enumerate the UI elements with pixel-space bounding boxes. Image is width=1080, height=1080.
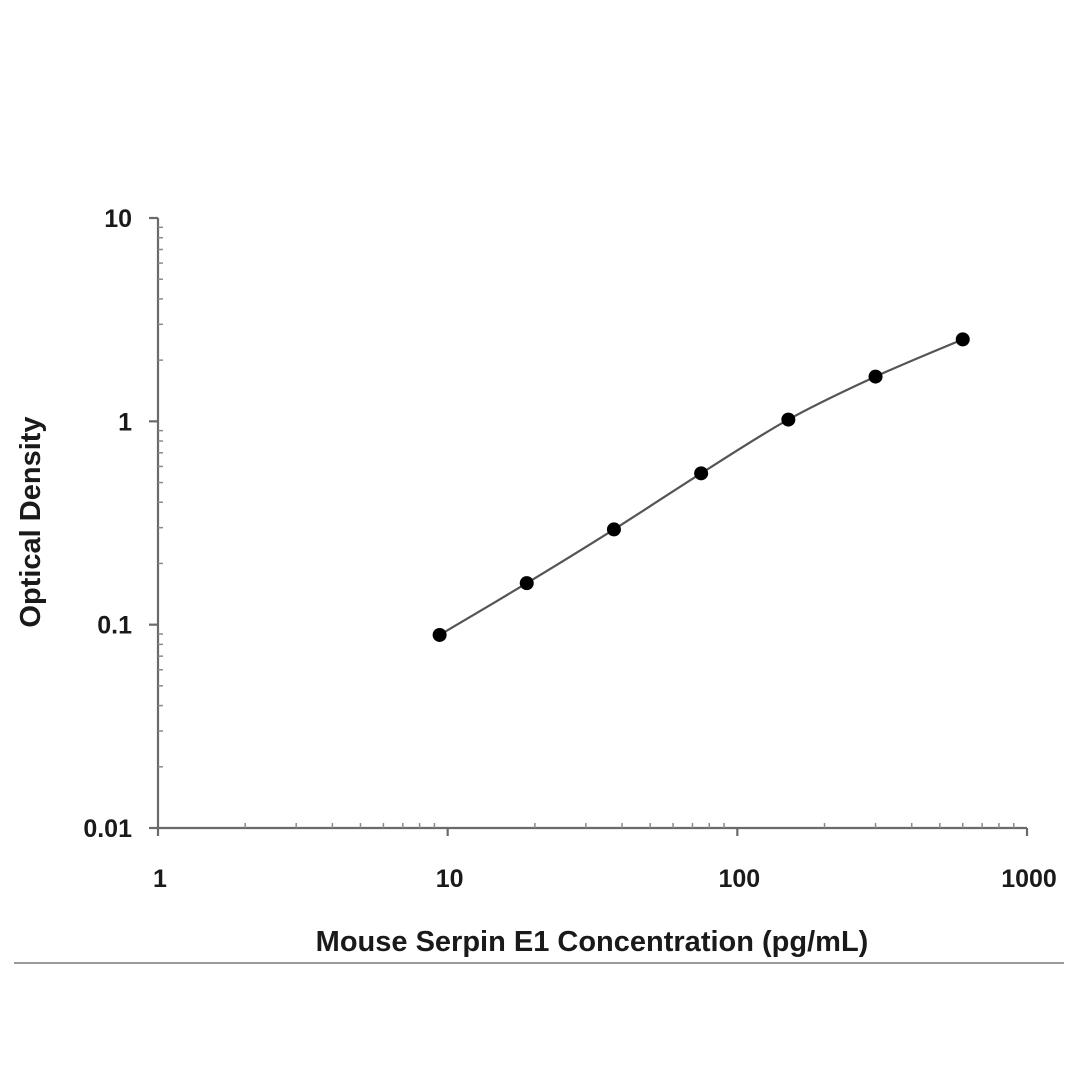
y-tick-label: 10: [104, 205, 132, 233]
data-point: [868, 369, 883, 384]
data-point: [606, 522, 621, 537]
fitted-curve-line: [439, 338, 964, 636]
y-axis: [149, 216, 163, 830]
y-tick-label: 1: [118, 408, 132, 436]
x-axis-title: Mouse Serpin E1 Concentration (pg/mL): [316, 926, 869, 958]
y-tick-label: 0.01: [83, 815, 132, 843]
x-tick-label: 10: [436, 865, 464, 893]
data-point-markers: [432, 332, 970, 642]
data-point: [519, 576, 534, 591]
data-point: [694, 466, 709, 481]
x-tick-label: 100: [718, 865, 760, 893]
data-point: [955, 332, 970, 347]
y-axis-title: Optical Density: [15, 416, 47, 627]
x-axis: [156, 823, 1029, 836]
x-tick-labels: 1 10 100 1000: [153, 865, 1057, 893]
data-point: [781, 412, 796, 427]
data-point: [432, 627, 447, 642]
y-tick-label: 0.1: [97, 612, 132, 640]
x-tick-label: 1: [153, 865, 167, 893]
y-tick-labels: 0.01 0.1 1 10: [83, 205, 132, 843]
x-tick-label: 1000: [1001, 865, 1057, 893]
